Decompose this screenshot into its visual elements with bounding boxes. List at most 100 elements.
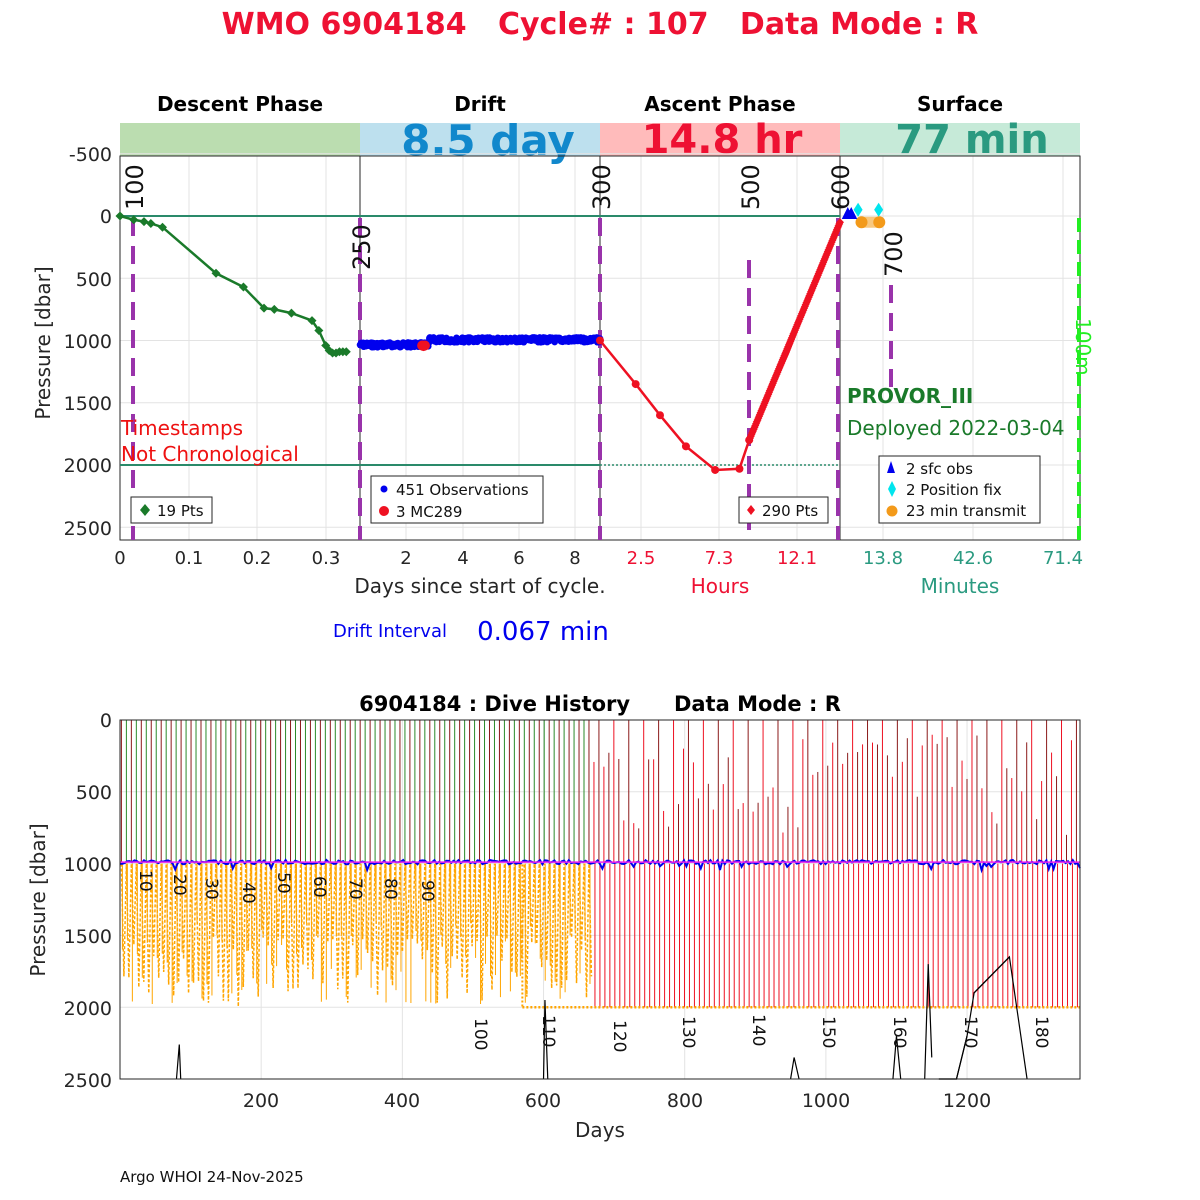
history-cycle-label: 30	[201, 878, 221, 900]
xtick-surface: 71.4	[1043, 548, 1083, 569]
top-y-axis-label: Pressure [dbar]	[31, 266, 55, 419]
xtick-drift: 4	[457, 548, 468, 569]
history-cycle-label: 160	[889, 1016, 909, 1048]
descent-point	[139, 217, 149, 227]
marker-label-250: 250	[348, 224, 376, 270]
legend-drift-obs-marker	[380, 485, 388, 493]
ascent-point	[745, 436, 754, 445]
history-y-axis-label: Pressure [dbar]	[26, 823, 50, 976]
figure-title: WMO 6904184 Cycle# : 107 Data Mode : R	[222, 7, 979, 42]
xtick-drift: 8	[569, 548, 580, 569]
surface-position-fix	[874, 202, 884, 217]
drift-interval-value: 0.067 min	[477, 617, 609, 647]
drift-duration: 8.5 day	[401, 116, 575, 165]
ascent-profile-line	[599, 221, 842, 472]
warning-text-line2: Not Chronological	[121, 442, 299, 466]
xtick-ascent: 7.3	[705, 548, 734, 569]
drift-band	[360, 123, 600, 156]
marker-label-500: 500	[737, 164, 765, 210]
surface-obs-point	[845, 207, 858, 219]
history-axes-frame	[119, 719, 1081, 1080]
history-cycle-labels: 10 20 30 40 50 60 70 80 90 100 110 120 130 140 150 160 1…	[135, 870, 1051, 1052]
legend-surface-transmit-marker	[886, 505, 898, 517]
history-cycle-label: 10	[135, 870, 155, 892]
ascent-point	[681, 442, 690, 451]
history-cycle-label: 80	[380, 878, 400, 900]
drift-mc289-point	[419, 340, 430, 351]
ascent-point	[735, 464, 744, 473]
xtick-ascent: 2.5	[627, 548, 656, 569]
descent-profile-line	[119, 214, 347, 355]
x-axis-label-days: Days since start of cycle.	[354, 574, 605, 598]
descent-point	[115, 211, 125, 221]
history-cycle-label: 110	[538, 1015, 558, 1047]
top-ytick-label: 500	[76, 269, 112, 291]
descent-point	[158, 222, 168, 232]
history-xtick-label: 1000	[802, 1090, 850, 1112]
descent-point	[269, 304, 279, 314]
top-ytick-label: -500	[69, 144, 112, 166]
drift-series	[356, 334, 604, 352]
history-bathymetry	[892, 1035, 902, 1080]
legend-surface-fix-label: 2 Position fix	[906, 481, 1002, 499]
surface-transmit-point	[855, 216, 868, 229]
history-bathymetry	[175, 1044, 182, 1080]
legend-descent: 19 Pts	[130, 496, 213, 524]
surface-duration: 77 min	[895, 117, 1048, 163]
legend-ascent-label: 290 Pts	[762, 502, 818, 520]
phase-title-drift: Drift	[454, 92, 506, 116]
xtick-surface: 42.6	[953, 548, 993, 569]
float-type: PROVOR_III	[847, 384, 973, 408]
history-xtick-label: 1200	[943, 1090, 991, 1112]
descent-point	[341, 347, 351, 357]
history-ytick-label: 1000	[64, 854, 112, 876]
legend-surface-obs-label: 2 sfc obs	[906, 460, 973, 478]
top-y-ticks: -500 0 500 1000 1500 2000 2500	[64, 144, 112, 540]
history-cycle-label: 40	[238, 882, 258, 904]
surface-position-fix	[853, 202, 863, 217]
surface-band	[840, 123, 1080, 156]
x-axis-label-minutes: Minutes	[921, 574, 1000, 598]
top-ytick-label: 1000	[64, 331, 112, 353]
descent-point	[211, 268, 221, 278]
descent-point	[238, 282, 248, 292]
ascent-duration: 14.8 hr	[642, 117, 803, 163]
top-ytick-label: 2500	[64, 518, 112, 540]
history-cycle-label: 60	[309, 876, 329, 898]
history-cycle-label: 150	[818, 1016, 838, 1048]
history-cycle-label: 100	[470, 1018, 490, 1050]
xtick-drift: 2	[400, 548, 411, 569]
legend-drift-obs-label: 451 Observations	[396, 481, 529, 499]
history-profile-zigzag	[120, 863, 593, 1007]
history-cycle-label: 120	[609, 1020, 629, 1052]
history-cycle-label: 50	[273, 872, 293, 894]
legend-drift-mc-label: 3 MC289	[396, 503, 462, 521]
xtick-drift: 6	[513, 548, 524, 569]
descent-band	[120, 123, 360, 156]
history-bathymetry	[924, 964, 933, 1080]
warning-text-line1: Timestamps	[120, 416, 243, 440]
legend-descent-label: 19 Pts	[157, 502, 204, 520]
legend-drift-box	[370, 475, 544, 524]
phase-title-surface: Surface	[917, 92, 1003, 116]
surface-transmit-point	[873, 216, 886, 229]
legend-drift-mc-marker	[379, 506, 389, 516]
history-park-pressure	[119, 857, 1081, 874]
top-panel: Descent Phase Drift Ascent Phase Surface…	[31, 92, 1095, 647]
history-ytick-label: 0	[100, 710, 112, 732]
ascent-point	[631, 380, 640, 389]
ascent-series	[596, 218, 844, 474]
top-ytick-label: 0	[100, 206, 112, 228]
history-cycle-label: 180	[1031, 1016, 1051, 1048]
xtick-descent: 0.1	[175, 548, 204, 569]
descent-point	[146, 218, 156, 228]
marker-label-100: 100	[121, 164, 149, 210]
deployment-date: Deployed 2022-03-04	[847, 416, 1065, 440]
footer-credit: Argo WHOI 24-Nov-2025	[120, 1168, 304, 1186]
history-xtick-label: 200	[243, 1090, 279, 1112]
history-ytick-label: 500	[76, 782, 112, 804]
marker-label-700: 700	[880, 231, 908, 277]
history-cycle-label: 140	[748, 1014, 768, 1046]
x-axis-label-hours: Hours	[691, 574, 750, 598]
top-ytick-label: 1500	[64, 393, 112, 415]
